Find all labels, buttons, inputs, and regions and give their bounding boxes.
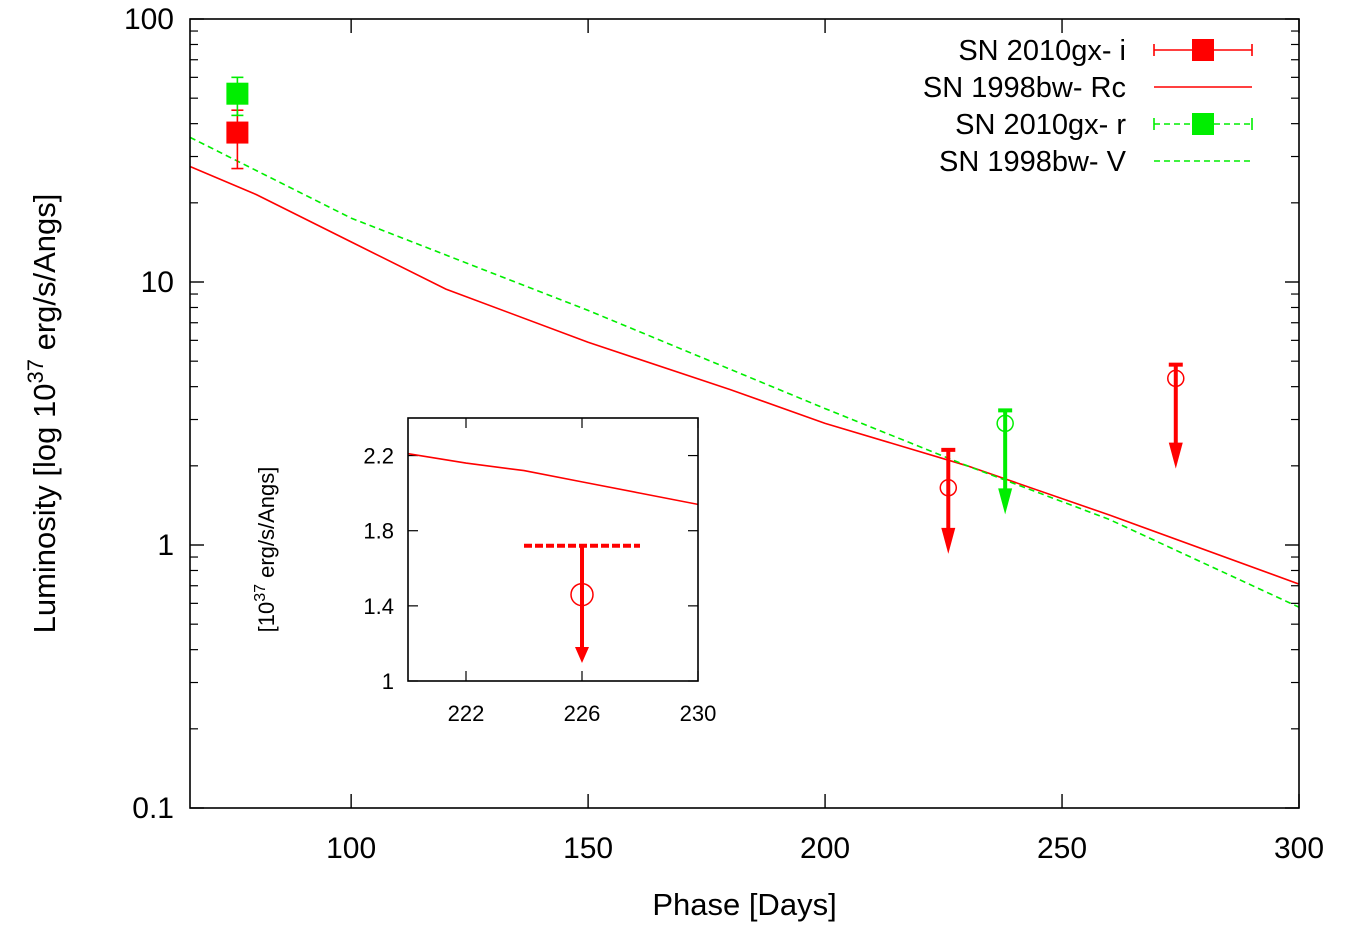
x-axis-title: Phase [Days] — [652, 887, 836, 922]
inset-data-point-open-circle — [570, 582, 594, 607]
x-tick-label: 300 — [1274, 832, 1324, 865]
data-point-open-circle — [996, 414, 1014, 433]
x-tick-label: 150 — [563, 832, 613, 865]
inset-y-axis-title: [1037 erg/s/Angs] — [252, 467, 279, 633]
inset-background — [408, 418, 698, 681]
y-axis-title: Luminosity [log 1037 erg/s/Angs] — [23, 194, 62, 634]
inset-frame — [407, 417, 699, 682]
inset-x-tick-label: 230 — [680, 701, 717, 726]
inset-x-tick-label: 226 — [564, 701, 601, 726]
inset-y-tick-label: 1.4 — [363, 594, 394, 619]
legend-swatch-marker — [1192, 39, 1214, 61]
y-tick-label: 1 — [157, 529, 174, 562]
upper-limit-arrowhead — [998, 488, 1013, 515]
main-plot: 0.1 1 10 100 100 150 200 250 300 Phase [Days] Lumi… — [23, 3, 1324, 922]
legend: SN 2010gx- i SN 1998bw- Rc SN 2010gx- r SN … — [923, 35, 1253, 178]
y-tick-label: 10 — [141, 266, 174, 299]
data-point-square — [226, 121, 249, 144]
legend-label: SN 2010gx- i — [958, 35, 1126, 67]
legend-label: SN 2010gx- r — [955, 109, 1126, 141]
inset-y-tick-label: 1 — [382, 669, 394, 694]
y-tick-label: 100 — [124, 3, 174, 36]
inset-series-line — [408, 452, 698, 506]
data-point-open-circle — [939, 479, 958, 497]
x-tick-label: 100 — [326, 832, 376, 865]
inset-upper-limit-arrowhead — [575, 647, 589, 663]
inset-y-tick-label: 1.8 — [363, 519, 394, 544]
series-line — [190, 165, 1299, 585]
inset-x-tick-label: 222 — [448, 701, 485, 726]
x-tick-label: 250 — [1037, 832, 1087, 865]
data-point-square — [226, 82, 249, 105]
inset-y-tick-label: 2.2 — [363, 444, 394, 469]
inset-plot: 1 1.4 1.8 2.2 222 226 230 [1037 erg/s/Angs] — [252, 417, 717, 726]
legend-label: SN 1998bw- V — [939, 146, 1127, 178]
legend-label: SN 1998bw- Rc — [923, 72, 1126, 104]
plot-frame — [189, 18, 1300, 809]
y-tick-label: 0.1 — [132, 792, 174, 825]
series-line — [190, 136, 1299, 608]
legend-swatch-marker — [1192, 113, 1214, 135]
data-point-open-circle — [1167, 369, 1185, 388]
x-tick-label: 200 — [800, 832, 850, 865]
upper-limit-arrowhead — [941, 527, 956, 554]
upper-limit-arrowhead — [1168, 442, 1183, 469]
